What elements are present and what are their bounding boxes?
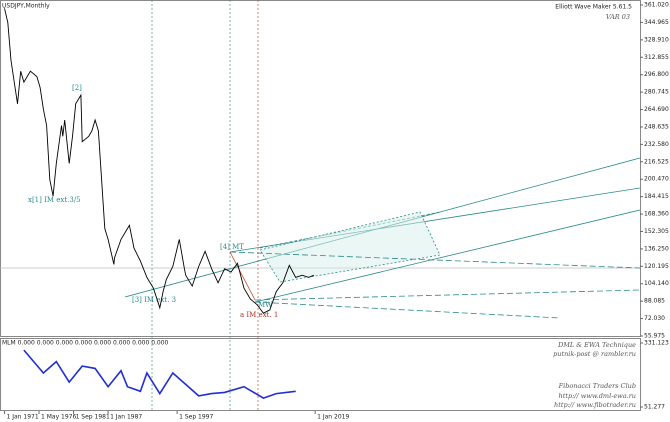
annotation: Elliott Wave Maker 5.61.5	[555, 4, 632, 11]
annotation: [2]	[72, 84, 82, 92]
annotation: MW	[258, 301, 273, 309]
y-tick-label: 328.910	[644, 36, 669, 43]
annotation: a IM ext. 1	[240, 311, 278, 319]
y-tick-label: 331.123	[644, 340, 669, 347]
y-tick-label: 152.305	[644, 228, 669, 235]
y-tick-label: 120.195	[644, 263, 669, 270]
y-tick-label: 136.250	[644, 245, 669, 252]
y-tick-label: 248.635	[644, 123, 669, 130]
y-tick-label: 104.140	[644, 280, 669, 287]
chart-title: USDJPY,Monthly	[2, 3, 50, 10]
y-tick-label: 232.580	[644, 141, 669, 148]
x-tick-label: 1 Jan 2019	[317, 414, 349, 421]
annotation: [3] IM ext. 3	[132, 296, 176, 304]
indicator-title: MLM 0.000 0.000 0.000 0.000 0.000 0.000 …	[2, 340, 169, 347]
y-tick-label: 168.360	[644, 211, 669, 218]
y-tick-label: 344.965	[644, 19, 669, 26]
channels	[124, 157, 641, 319]
annotation: http:// www.dml-ewa.ru	[559, 392, 636, 400]
annotation: VAR 03	[606, 13, 630, 21]
y-tick-label: 280.745	[644, 89, 669, 96]
markers	[151, 0, 231, 410]
x-tick-label: 1 May 1976	[41, 414, 76, 421]
y-tick-label: 264.690	[644, 106, 669, 113]
annotation: putnik-post @ rambler.ru	[553, 350, 636, 358]
series-line	[23, 349, 296, 399]
x-tick-label: 1 Jan 1971	[7, 414, 39, 421]
wave-line	[229, 251, 256, 301]
y-tick-label: 200.470	[644, 176, 669, 183]
y-tick-label: 361.020	[644, 2, 669, 9]
annotation: x[1] IM ext.3/5	[28, 196, 81, 204]
series-line	[4, 8, 315, 314]
y-tick-label: 312.855	[644, 54, 669, 61]
annotation: Fibonacci Traders Club	[558, 382, 636, 390]
annotation: DML & EWA Technique	[557, 341, 636, 349]
y-tick-label: 88.085	[644, 298, 665, 305]
y-tick-label: 55.975	[644, 333, 665, 340]
annotation: [4] MT	[220, 243, 244, 251]
annotation: http:// www.fibotrader.ru	[554, 401, 636, 409]
indicator-frame	[0, 338, 641, 411]
x-tick-label: 1 Jan 1987	[110, 414, 142, 421]
y-tick-label: 216.525	[644, 158, 669, 165]
x-tick-label: 1 Sep 1981	[76, 414, 110, 421]
y-tick-label: 72.030	[644, 315, 665, 322]
y-tick-label: 184.415	[644, 193, 669, 200]
main-frame	[0, 0, 641, 337]
y-tick-label: 51.277	[644, 404, 665, 411]
x-tick-label: 1 Sep 1997	[179, 414, 213, 421]
y-tick-label: 296.800	[644, 71, 669, 78]
